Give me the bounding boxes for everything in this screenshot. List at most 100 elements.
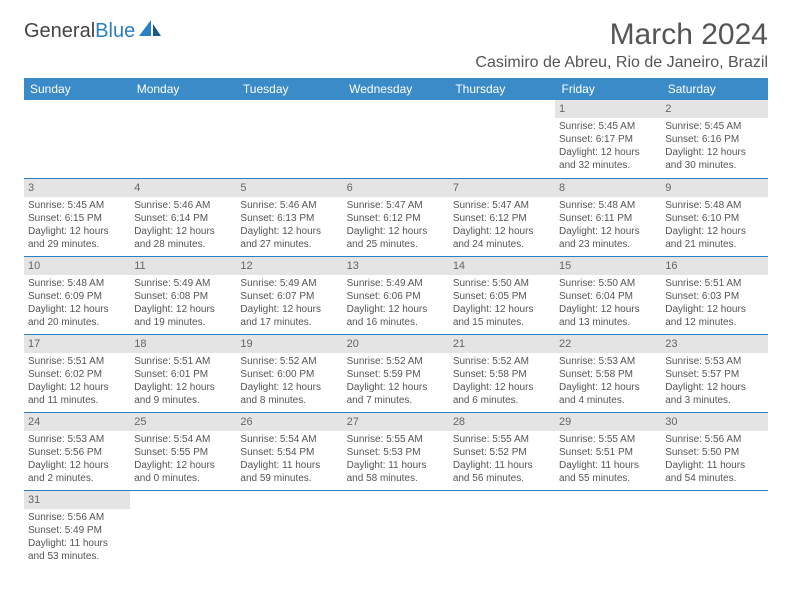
day-number: 26 (236, 413, 342, 431)
sunrise-line: Sunrise: 5:54 AM (134, 433, 232, 446)
calendar-cell: 19Sunrise: 5:52 AMSunset: 6:00 PMDayligh… (236, 334, 342, 412)
day-body: Sunrise: 5:45 AMSunset: 6:16 PMDaylight:… (661, 118, 767, 176)
sunrise-line: Sunrise: 5:50 AM (559, 277, 657, 290)
day-body: Sunrise: 5:49 AMSunset: 6:07 PMDaylight:… (236, 275, 342, 333)
calendar-cell: 18Sunrise: 5:51 AMSunset: 6:01 PMDayligh… (130, 334, 236, 412)
calendar-cell: 1Sunrise: 5:45 AMSunset: 6:17 PMDaylight… (555, 100, 661, 178)
calendar-cell-empty (343, 490, 449, 568)
sunset-line: Sunset: 5:50 PM (665, 446, 763, 459)
sunset-line: Sunset: 6:07 PM (240, 290, 338, 303)
calendar-cell: 10Sunrise: 5:48 AMSunset: 6:09 PMDayligh… (24, 256, 130, 334)
daylight-line: Daylight: 12 hours and 3 minutes. (665, 381, 763, 407)
daylight-line: Daylight: 11 hours and 53 minutes. (28, 537, 126, 563)
sunset-line: Sunset: 6:17 PM (559, 133, 657, 146)
calendar-cell-empty (130, 490, 236, 568)
day-number: 5 (236, 179, 342, 197)
sunset-line: Sunset: 5:58 PM (559, 368, 657, 381)
day-number: 23 (661, 335, 767, 353)
daylight-line: Daylight: 12 hours and 27 minutes. (240, 225, 338, 251)
day-number: 6 (343, 179, 449, 197)
day-body: Sunrise: 5:51 AMSunset: 6:03 PMDaylight:… (661, 275, 767, 333)
day-header-row: SundayMondayTuesdayWednesdayThursdayFrid… (24, 78, 768, 100)
calendar-cell: 24Sunrise: 5:53 AMSunset: 5:56 PMDayligh… (24, 412, 130, 490)
day-header: Monday (130, 78, 236, 100)
day-body: Sunrise: 5:48 AMSunset: 6:09 PMDaylight:… (24, 275, 130, 333)
day-number: 3 (24, 179, 130, 197)
daylight-line: Daylight: 12 hours and 21 minutes. (665, 225, 763, 251)
day-number: 19 (236, 335, 342, 353)
day-body: Sunrise: 5:52 AMSunset: 6:00 PMDaylight:… (236, 353, 342, 411)
daylight-line: Daylight: 12 hours and 16 minutes. (347, 303, 445, 329)
calendar-page: GeneralBlue March 2024 Casimiro de Abreu… (0, 0, 792, 586)
location: Casimiro de Abreu, Rio de Janeiro, Brazi… (475, 54, 768, 72)
daylight-line: Daylight: 12 hours and 28 minutes. (134, 225, 232, 251)
calendar-cell-empty (343, 100, 449, 178)
day-number: 4 (130, 179, 236, 197)
daylight-line: Daylight: 12 hours and 4 minutes. (559, 381, 657, 407)
calendar-cell: 16Sunrise: 5:51 AMSunset: 6:03 PMDayligh… (661, 256, 767, 334)
daylight-line: Daylight: 12 hours and 20 minutes. (28, 303, 126, 329)
sunrise-line: Sunrise: 5:48 AM (665, 199, 763, 212)
sunrise-line: Sunrise: 5:56 AM (665, 433, 763, 446)
calendar-row: 10Sunrise: 5:48 AMSunset: 6:09 PMDayligh… (24, 256, 768, 334)
day-number: 22 (555, 335, 661, 353)
daylight-line: Daylight: 12 hours and 11 minutes. (28, 381, 126, 407)
daylight-line: Daylight: 12 hours and 25 minutes. (347, 225, 445, 251)
sunset-line: Sunset: 6:16 PM (665, 133, 763, 146)
sunset-line: Sunset: 5:53 PM (347, 446, 445, 459)
calendar-cell: 17Sunrise: 5:51 AMSunset: 6:02 PMDayligh… (24, 334, 130, 412)
calendar-table: SundayMondayTuesdayWednesdayThursdayFrid… (24, 78, 768, 568)
sunset-line: Sunset: 6:13 PM (240, 212, 338, 225)
daylight-line: Daylight: 12 hours and 15 minutes. (453, 303, 551, 329)
sunset-line: Sunset: 6:10 PM (665, 212, 763, 225)
calendar-cell: 3Sunrise: 5:45 AMSunset: 6:15 PMDaylight… (24, 178, 130, 256)
daylight-line: Daylight: 11 hours and 54 minutes. (665, 459, 763, 485)
sunrise-line: Sunrise: 5:47 AM (453, 199, 551, 212)
calendar-body: 1Sunrise: 5:45 AMSunset: 6:17 PMDaylight… (24, 100, 768, 568)
daylight-line: Daylight: 11 hours and 59 minutes. (240, 459, 338, 485)
logo: GeneralBlue (24, 18, 163, 44)
day-number: 27 (343, 413, 449, 431)
day-body: Sunrise: 5:46 AMSunset: 6:13 PMDaylight:… (236, 197, 342, 255)
sunset-line: Sunset: 6:03 PM (665, 290, 763, 303)
sunrise-line: Sunrise: 5:48 AM (28, 277, 126, 290)
day-number: 11 (130, 257, 236, 275)
day-header: Saturday (661, 78, 767, 100)
sunrise-line: Sunrise: 5:53 AM (559, 355, 657, 368)
day-body: Sunrise: 5:53 AMSunset: 5:58 PMDaylight:… (555, 353, 661, 411)
sunrise-line: Sunrise: 5:53 AM (665, 355, 763, 368)
daylight-line: Daylight: 12 hours and 6 minutes. (453, 381, 551, 407)
calendar-cell: 14Sunrise: 5:50 AMSunset: 6:05 PMDayligh… (449, 256, 555, 334)
sunset-line: Sunset: 5:59 PM (347, 368, 445, 381)
daylight-line: Daylight: 11 hours and 58 minutes. (347, 459, 445, 485)
header: GeneralBlue March 2024 Casimiro de Abreu… (24, 18, 768, 72)
day-number: 12 (236, 257, 342, 275)
day-number: 31 (24, 491, 130, 509)
calendar-cell: 11Sunrise: 5:49 AMSunset: 6:08 PMDayligh… (130, 256, 236, 334)
calendar-row: 31 Sunrise: 5:56 AMSunset: 5:49 PMDayligh… (24, 490, 768, 568)
daylight-line: Daylight: 12 hours and 32 minutes. (559, 146, 657, 172)
calendar-cell: 4Sunrise: 5:46 AMSunset: 6:14 PMDaylight… (130, 178, 236, 256)
sunrise-line: Sunrise: 5:46 AM (240, 199, 338, 212)
sunrise-line: Sunrise: 5:56 AM (28, 511, 126, 524)
day-body: Sunrise: 5:51 AMSunset: 6:01 PMDaylight:… (130, 353, 236, 411)
day-body: Sunrise: 5:49 AMSunset: 6:06 PMDaylight:… (343, 275, 449, 333)
day-body: Sunrise: 5:47 AMSunset: 6:12 PMDaylight:… (343, 197, 449, 255)
month-title: March 2024 (475, 18, 768, 52)
day-body: Sunrise: 5:46 AMSunset: 6:14 PMDaylight:… (130, 197, 236, 255)
day-number: 30 (661, 413, 767, 431)
day-number: 25 (130, 413, 236, 431)
sunset-line: Sunset: 6:02 PM (28, 368, 126, 381)
calendar-row: 17Sunrise: 5:51 AMSunset: 6:02 PMDayligh… (24, 334, 768, 412)
day-number: 17 (24, 335, 130, 353)
title-block: March 2024 Casimiro de Abreu, Rio de Jan… (475, 18, 768, 72)
calendar-cell: 25Sunrise: 5:54 AMSunset: 5:55 PMDayligh… (130, 412, 236, 490)
sunset-line: Sunset: 5:56 PM (28, 446, 126, 459)
calendar-cell: 30 Sunrise: 5:56 AMSunset: 5:50 PMDayligh… (661, 412, 767, 490)
sunrise-line: Sunrise: 5:52 AM (240, 355, 338, 368)
daylight-line: Daylight: 12 hours and 17 minutes. (240, 303, 338, 329)
sunrise-line: Sunrise: 5:51 AM (134, 355, 232, 368)
day-number: 9 (661, 179, 767, 197)
sunset-line: Sunset: 6:05 PM (453, 290, 551, 303)
sunset-line: Sunset: 5:49 PM (28, 524, 126, 537)
